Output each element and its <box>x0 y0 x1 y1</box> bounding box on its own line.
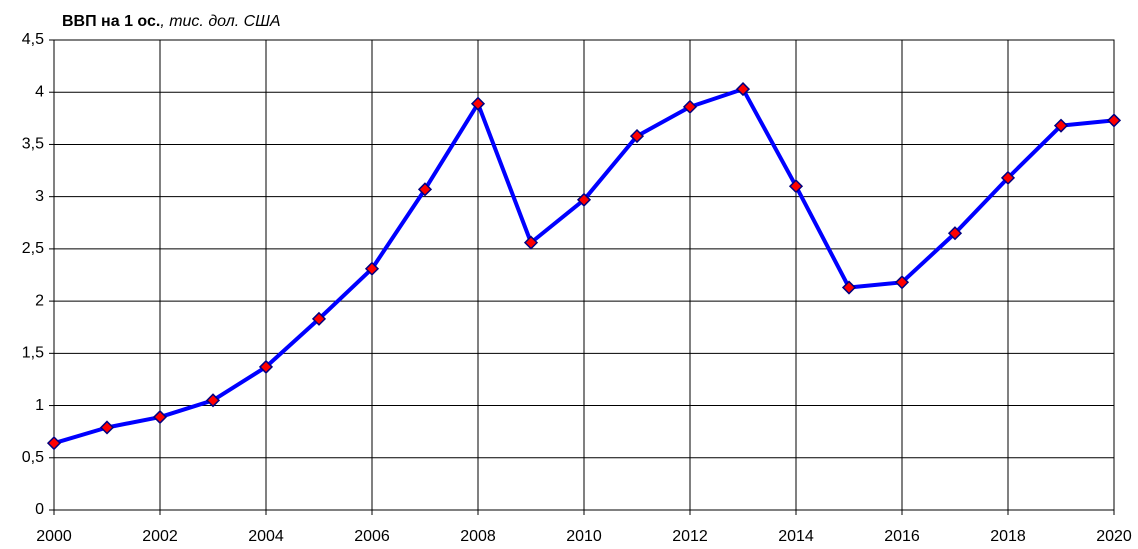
y-tick-label: 1,5 <box>22 345 44 362</box>
marker <box>258 359 274 374</box>
marker <box>682 99 698 114</box>
marker <box>735 82 751 97</box>
marker <box>470 96 486 111</box>
x-tick-label: 2006 <box>354 528 390 545</box>
y-tick-label: 2 <box>35 292 44 309</box>
y-tick-label: 1 <box>35 397 44 414</box>
marker <box>947 226 963 241</box>
y-tick-label: 4 <box>35 83 44 100</box>
marker <box>417 182 433 197</box>
y-tick-label: 0,5 <box>22 449 44 466</box>
y-tick-label: 3 <box>35 188 44 205</box>
marker <box>1106 113 1122 128</box>
marker <box>576 192 592 207</box>
title-unit: , тис. дол. США <box>160 13 280 30</box>
y-tick-label: 3,5 <box>22 136 44 153</box>
y-tick-label: 4,5 <box>22 31 44 48</box>
x-tick-label: 2020 <box>1096 528 1132 545</box>
marker <box>152 409 168 425</box>
chart-title: ВВП на 1 ос., тис. дол. США <box>62 13 281 30</box>
marker <box>788 179 804 194</box>
x-tick-label: 2004 <box>248 528 284 545</box>
marker <box>1000 170 1016 185</box>
marker <box>364 261 380 276</box>
marker <box>629 129 645 144</box>
x-tick-label: 2016 <box>884 528 920 545</box>
x-tick-label: 2010 <box>566 528 602 545</box>
marker <box>311 311 327 326</box>
marker <box>523 235 539 250</box>
x-tick-label: 2014 <box>778 528 814 545</box>
marker <box>1053 118 1069 133</box>
x-tick-label: 2008 <box>460 528 496 545</box>
marker <box>46 436 62 451</box>
title-main: ВВП на 1 ос. <box>62 13 160 30</box>
x-tick-label: 2018 <box>990 528 1026 545</box>
marker <box>205 393 221 408</box>
marker <box>99 420 115 435</box>
x-tick-label: 2000 <box>36 528 72 545</box>
y-tick-label: 2,5 <box>22 240 44 257</box>
marker <box>894 275 910 290</box>
x-tick-label: 2012 <box>672 528 708 545</box>
y-tick-label: 0 <box>35 501 44 518</box>
x-tick-label: 2002 <box>142 528 178 545</box>
marker <box>841 280 857 295</box>
